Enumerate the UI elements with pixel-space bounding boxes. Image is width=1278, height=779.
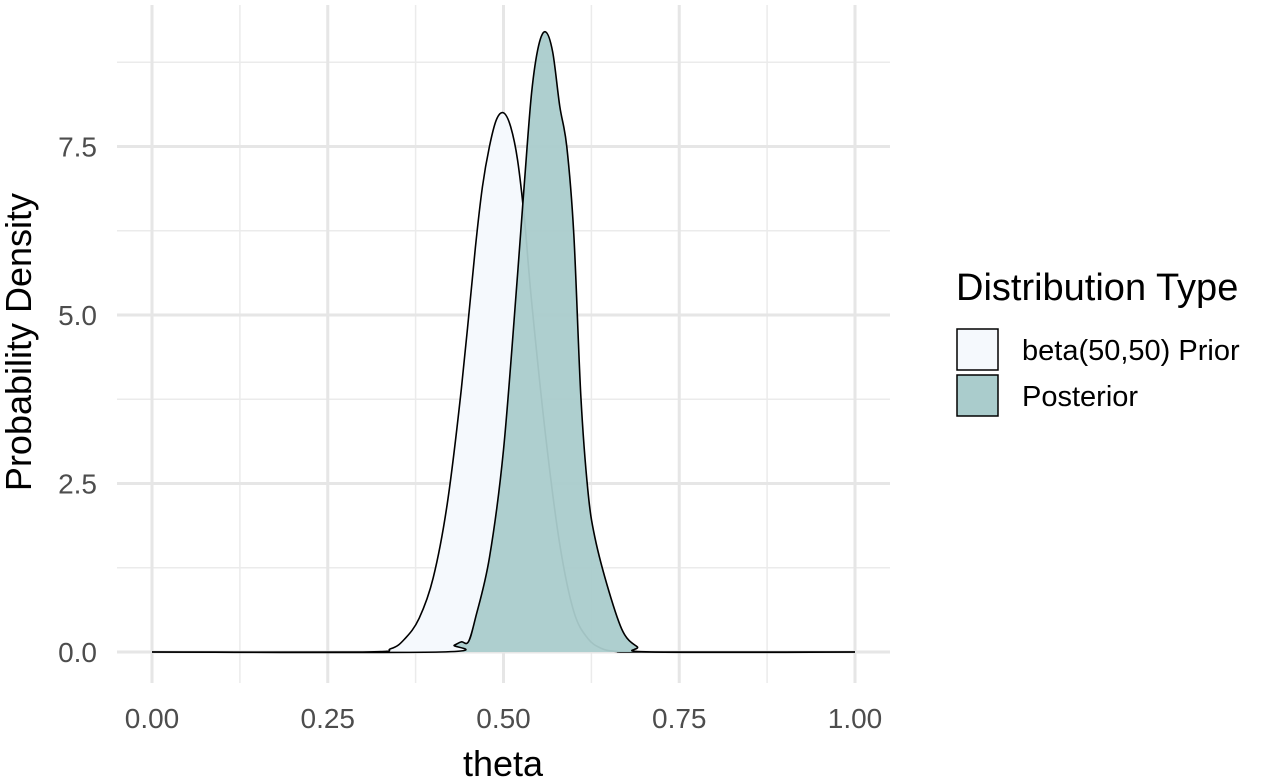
x-tick-label: 0.50 [476, 703, 531, 734]
x-axis-tick-labels: 0.00 0.25 0.50 0.75 1.00 [125, 703, 883, 734]
density-line-posterior [151, 30, 856, 654]
x-tick-label: 0.00 [125, 703, 180, 734]
x-axis-title: theta [463, 743, 544, 779]
legend-label: beta(50,50) Prior [1022, 335, 1240, 367]
legend-items: beta(50,50) Prior Posterior [956, 328, 1240, 417]
y-tick-label: 0.0 [58, 637, 97, 668]
density-area-posterior [152, 31, 855, 653]
x-tick-label: 1.00 [828, 703, 883, 734]
legend-title: Distribution Type [956, 267, 1238, 309]
legend-key [956, 374, 999, 417]
y-axis-tick-labels: 0.0 2.5 5.0 7.5 [58, 132, 97, 669]
legend-label: Posterior [1022, 381, 1138, 413]
legend: Distribution Type beta(50,50) Prior Poste… [956, 267, 1240, 417]
y-tick-label: 5.0 [58, 300, 97, 331]
x-tick-label: 0.25 [301, 703, 356, 734]
x-tick-label: 0.75 [652, 703, 707, 734]
density-area-prior [152, 112, 855, 653]
legend-key [956, 328, 999, 371]
y-tick-label: 2.5 [58, 469, 97, 500]
y-axis-title: Probability Density [0, 193, 39, 491]
y-tick-label: 7.5 [58, 132, 97, 163]
series-layer [151, 30, 856, 654]
